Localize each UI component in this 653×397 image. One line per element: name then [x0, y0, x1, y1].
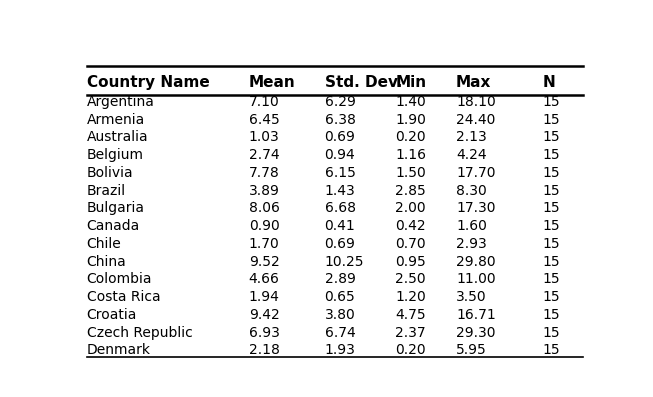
- Text: 8.30: 8.30: [456, 184, 487, 198]
- Text: 3.50: 3.50: [456, 290, 486, 304]
- Text: 15: 15: [542, 272, 560, 286]
- Text: 24.40: 24.40: [456, 113, 496, 127]
- Text: 15: 15: [542, 308, 560, 322]
- Text: 1.70: 1.70: [249, 237, 279, 251]
- Text: Std. Dev.: Std. Dev.: [325, 75, 402, 90]
- Text: 0.95: 0.95: [396, 254, 426, 269]
- Text: 15: 15: [542, 343, 560, 357]
- Text: Costa Rica: Costa Rica: [87, 290, 160, 304]
- Text: 2.00: 2.00: [396, 201, 426, 216]
- Text: 2.74: 2.74: [249, 148, 279, 162]
- Text: 16.71: 16.71: [456, 308, 496, 322]
- Text: 2.13: 2.13: [456, 131, 487, 145]
- Text: Croatia: Croatia: [87, 308, 137, 322]
- Text: Bulgaria: Bulgaria: [87, 201, 145, 216]
- Text: 17.30: 17.30: [456, 201, 496, 216]
- Text: Country Name: Country Name: [87, 75, 210, 90]
- Text: 0.20: 0.20: [396, 343, 426, 357]
- Text: Max: Max: [456, 75, 492, 90]
- Text: 0.42: 0.42: [396, 219, 426, 233]
- Text: China: China: [87, 254, 127, 269]
- Text: 0.65: 0.65: [325, 290, 355, 304]
- Text: 0.94: 0.94: [325, 148, 355, 162]
- Text: 3.80: 3.80: [325, 308, 355, 322]
- Text: 1.20: 1.20: [396, 290, 426, 304]
- Text: 4.75: 4.75: [396, 308, 426, 322]
- Text: 6.15: 6.15: [325, 166, 355, 180]
- Text: 1.94: 1.94: [249, 290, 279, 304]
- Text: 6.45: 6.45: [249, 113, 279, 127]
- Text: 0.90: 0.90: [249, 219, 279, 233]
- Text: 15: 15: [542, 326, 560, 339]
- Text: 2.18: 2.18: [249, 343, 279, 357]
- Text: 6.74: 6.74: [325, 326, 355, 339]
- Text: Brazil: Brazil: [87, 184, 126, 198]
- Text: 0.69: 0.69: [325, 131, 355, 145]
- Text: 17.70: 17.70: [456, 166, 496, 180]
- Text: 1.43: 1.43: [325, 184, 355, 198]
- Text: 5.95: 5.95: [456, 343, 487, 357]
- Text: 6.68: 6.68: [325, 201, 355, 216]
- Text: 10.25: 10.25: [325, 254, 364, 269]
- Text: Argentina: Argentina: [87, 95, 155, 109]
- Text: Min: Min: [396, 75, 426, 90]
- Text: 2.37: 2.37: [396, 326, 426, 339]
- Text: Armenia: Armenia: [87, 113, 145, 127]
- Text: Canada: Canada: [87, 219, 140, 233]
- Text: 15: 15: [542, 237, 560, 251]
- Text: 6.38: 6.38: [325, 113, 355, 127]
- Text: 0.41: 0.41: [325, 219, 355, 233]
- Text: Chile: Chile: [87, 237, 121, 251]
- Text: 4.24: 4.24: [456, 148, 486, 162]
- Text: 7.10: 7.10: [249, 95, 279, 109]
- Text: 1.50: 1.50: [396, 166, 426, 180]
- Text: 0.70: 0.70: [396, 237, 426, 251]
- Text: 15: 15: [542, 219, 560, 233]
- Text: 1.03: 1.03: [249, 131, 279, 145]
- Text: 0.69: 0.69: [325, 237, 355, 251]
- Text: 9.42: 9.42: [249, 308, 279, 322]
- Text: 15: 15: [542, 148, 560, 162]
- Text: 7.78: 7.78: [249, 166, 279, 180]
- Text: 2.93: 2.93: [456, 237, 487, 251]
- Text: 0.20: 0.20: [396, 131, 426, 145]
- Text: 29.30: 29.30: [456, 326, 496, 339]
- Text: 15: 15: [542, 113, 560, 127]
- Text: 15: 15: [542, 201, 560, 216]
- Text: 2.50: 2.50: [396, 272, 426, 286]
- Text: 15: 15: [542, 131, 560, 145]
- Text: 11.00: 11.00: [456, 272, 496, 286]
- Text: 1.16: 1.16: [396, 148, 426, 162]
- Text: Czech Republic: Czech Republic: [87, 326, 193, 339]
- Text: 15: 15: [542, 184, 560, 198]
- Text: 3.89: 3.89: [249, 184, 279, 198]
- Text: 1.40: 1.40: [396, 95, 426, 109]
- Text: 15: 15: [542, 166, 560, 180]
- Text: 9.52: 9.52: [249, 254, 279, 269]
- Text: 2.89: 2.89: [325, 272, 355, 286]
- Text: 1.93: 1.93: [325, 343, 355, 357]
- Text: 6.93: 6.93: [249, 326, 279, 339]
- Text: 8.06: 8.06: [249, 201, 279, 216]
- Text: 1.60: 1.60: [456, 219, 487, 233]
- Text: 15: 15: [542, 95, 560, 109]
- Text: 6.29: 6.29: [325, 95, 355, 109]
- Text: Colombia: Colombia: [87, 272, 152, 286]
- Text: 18.10: 18.10: [456, 95, 496, 109]
- Text: Mean: Mean: [249, 75, 295, 90]
- Text: 15: 15: [542, 290, 560, 304]
- Text: 2.85: 2.85: [396, 184, 426, 198]
- Text: 4.66: 4.66: [249, 272, 279, 286]
- Text: Australia: Australia: [87, 131, 148, 145]
- Text: 29.80: 29.80: [456, 254, 496, 269]
- Text: Denmark: Denmark: [87, 343, 151, 357]
- Text: Belgium: Belgium: [87, 148, 144, 162]
- Text: N: N: [542, 75, 555, 90]
- Text: Bolivia: Bolivia: [87, 166, 133, 180]
- Text: 15: 15: [542, 254, 560, 269]
- Text: 1.90: 1.90: [396, 113, 426, 127]
